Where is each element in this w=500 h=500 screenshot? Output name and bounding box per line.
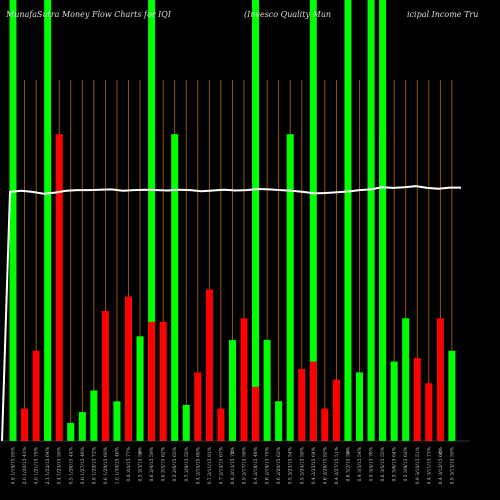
bar	[240, 318, 248, 441]
bar	[263, 339, 271, 441]
bar	[32, 350, 40, 441]
x-tick-labels: 0.8 1/19/15 85% 2.0 1/20/15 43% 4.0 1/21/1…	[11, 446, 456, 484]
x-tick-label: 0.6 3/5/15 55%	[380, 446, 386, 481]
x-tick-label: 0.6 2/26/15 82%	[322, 446, 328, 484]
x-tick-label: 0.4 2/10/15 60%	[195, 446, 201, 484]
x-tick-label: 0.9 3/10/15 51%	[415, 446, 421, 484]
x-tick-label: 0.4 2/27/15 51%	[334, 446, 340, 484]
x-tick-label: 1.0 1/30/15 46%	[114, 446, 120, 484]
money-flow-bars	[9, 134, 456, 441]
highlight-column	[148, 0, 156, 441]
x-tick-label: 0.6 2/4/15 59%	[149, 446, 155, 481]
x-tick-label: 0.5 3/9/15 62%	[403, 446, 409, 481]
bar	[171, 134, 179, 441]
mid-label: 0	[347, 450, 350, 456]
x-tick-label: 0.6 1/29/15 60%	[103, 446, 109, 484]
x-tick-label: 0.7 2/9/15 55%	[184, 446, 190, 481]
bar	[298, 368, 306, 441]
bar	[356, 372, 363, 441]
bar	[217, 408, 225, 441]
header-right: icipal Income Tru	[407, 10, 478, 19]
highlight-column	[252, 0, 260, 441]
x-tick-label: 2.0 1/20/15 43%	[22, 446, 28, 484]
x-tick-label: 0.6 2/19/15 75%	[265, 446, 271, 484]
bar	[402, 318, 410, 441]
bar	[55, 134, 63, 441]
bar	[78, 412, 86, 441]
header-middle: (Invesco Quality Mun	[244, 10, 331, 19]
x-tick-label: 0.5 2/6/15 65%	[172, 446, 178, 481]
bar	[309, 361, 317, 441]
highlight-column	[344, 0, 352, 441]
mid-label: 0	[139, 450, 142, 456]
x-tick-label: 0.4 3/11/15 73%	[426, 446, 432, 484]
x-tick-label: 4.0 1/21/15 75%	[34, 446, 40, 484]
x-tick-label: 0.5 1/26/15 44%	[68, 446, 74, 484]
bar	[252, 386, 260, 441]
bar	[182, 404, 190, 441]
x-tick-label: 0.3 3/6/15 64%	[392, 446, 398, 481]
bar	[148, 321, 156, 441]
bar	[136, 336, 144, 441]
x-tick-label: 0.4 2/18/15 48%	[253, 446, 259, 484]
x-tick-label: 0.8 2/2/15 77%	[126, 446, 132, 481]
bar	[194, 372, 202, 441]
header-left: MunafaSutra Money Flow Charts for IQI	[5, 10, 172, 19]
bar	[101, 311, 109, 441]
x-tick-label: 0.4 2/25/15 64%	[311, 446, 317, 484]
x-tick-label: 0.9 3/13/15 59%	[449, 446, 455, 484]
mid-labels: 0 0 0 0	[139, 450, 442, 456]
x-tick-label: 0.6 3/2/15 53%	[345, 446, 351, 481]
bar	[321, 408, 329, 441]
x-tick-label: 0.8 1/28/15 72%	[91, 446, 97, 484]
bar	[436, 318, 444, 441]
bar	[344, 404, 352, 441]
highlight-column	[309, 0, 317, 441]
bar	[228, 339, 236, 441]
x-tick-label: 0.7 2/11/15 81%	[207, 446, 213, 484]
price-line	[1, 185, 461, 442]
bar	[159, 321, 167, 441]
x-tick-label: 0.7 2/12/15 67%	[218, 446, 224, 484]
x-tick-label: 0.9 2/17/15 58%	[242, 446, 248, 484]
x-tick-label: 0.5 2/24/15 58%	[299, 446, 305, 484]
x-tick-label: 0.4 3/12/15 60%	[438, 446, 444, 484]
bar	[9, 134, 17, 441]
x-tick-label: 0.6 1/27/15 48%	[80, 446, 86, 484]
x-tick-label: 0.8 1/19/15 85%	[11, 446, 17, 484]
mid-label: 0	[231, 450, 234, 456]
bar	[413, 357, 421, 441]
bar	[367, 134, 375, 441]
mid-label: 0	[439, 450, 442, 456]
bar	[113, 401, 121, 441]
bar	[90, 390, 98, 441]
bar	[21, 408, 29, 441]
highlight-column	[44, 0, 52, 441]
x-tick-label: 0.8 2/13/15 73%	[230, 446, 236, 484]
x-tick-label: 0.6 2/20/15 63%	[276, 446, 282, 484]
x-tick-label: 0.6 2/5/15 62%	[161, 446, 167, 481]
bar	[275, 401, 283, 441]
bar	[379, 134, 387, 441]
bar	[425, 383, 433, 441]
bar	[205, 289, 213, 441]
x-tick-label: 0.4 1/23/15 59%	[57, 446, 63, 484]
x-tick-label: 2.3 1/22/15 64%	[45, 446, 51, 484]
bar	[286, 134, 294, 441]
x-tick-label: 0.5 2/23/15 54%	[288, 446, 294, 484]
x-tick-label: 0.4 3/3/15 54%	[357, 446, 363, 481]
bar	[448, 350, 456, 441]
x-tick-label: 0.5 3/4/15 76%	[369, 446, 375, 481]
bar	[390, 361, 398, 441]
bar	[125, 296, 132, 441]
x-tick-label: 0.5 2/3/15 52%	[138, 446, 144, 481]
bar	[67, 422, 75, 441]
bar	[44, 397, 52, 441]
bar	[332, 379, 340, 441]
